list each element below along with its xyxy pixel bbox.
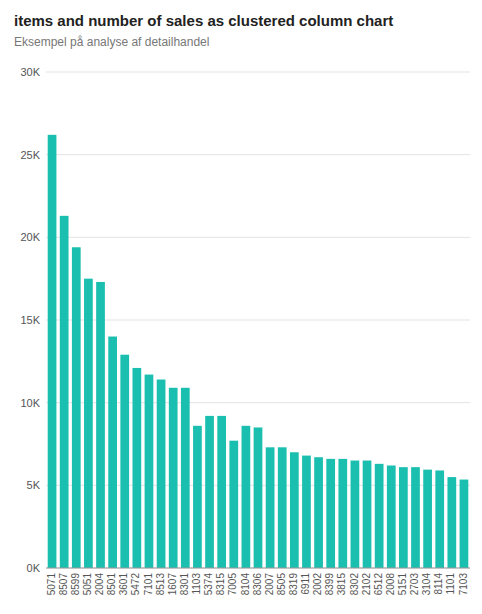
bar	[338, 459, 347, 568]
bar	[435, 470, 444, 568]
x-tick-label: 2008	[385, 573, 396, 596]
bar	[326, 459, 335, 568]
chart-title: items and number of sales as clustered c…	[14, 12, 393, 29]
bar	[205, 416, 214, 568]
grid-line	[46, 72, 470, 73]
x-tick-label: 5151	[397, 573, 408, 596]
grid-line	[46, 237, 470, 238]
bar	[169, 388, 178, 568]
x-tick-label: 1607	[167, 573, 178, 596]
x-tick-label: 6512	[373, 573, 384, 596]
bar	[290, 452, 299, 568]
grid-line	[46, 568, 470, 569]
x-tick-label: 1103	[191, 573, 202, 595]
y-tick-label: 30K	[20, 66, 40, 78]
bar	[72, 247, 81, 568]
x-axis-line	[46, 568, 470, 569]
bar	[302, 456, 311, 568]
x-tick-label: 3104	[421, 573, 432, 596]
x-tick-label: 8306	[252, 573, 263, 596]
bar	[266, 447, 275, 568]
y-tick-label: 5K	[27, 479, 41, 491]
bar	[447, 477, 456, 568]
bar	[48, 135, 57, 568]
x-tick-label: 8319	[288, 573, 299, 596]
bar	[120, 355, 129, 568]
bar	[351, 461, 360, 568]
chart-container: items and number of sales as clustered c…	[0, 0, 482, 614]
bars	[48, 135, 469, 568]
bar	[399, 467, 408, 568]
bar	[278, 447, 287, 568]
bar	[96, 282, 105, 568]
x-tick-label: 3601	[118, 573, 129, 596]
y-tick-label: 0K	[27, 562, 41, 574]
x-tick-label: 8507	[58, 573, 69, 596]
x-tick-label: 2004	[94, 573, 105, 596]
x-tick-label: 8513	[155, 573, 166, 596]
x-tick-label: 2007	[264, 573, 275, 596]
x-tick-label: 8599	[70, 573, 81, 596]
x-tick-label: 2102	[361, 573, 372, 596]
y-tick-label: 25K	[20, 149, 40, 161]
bar	[242, 426, 251, 568]
grid-line	[46, 154, 470, 155]
bar	[411, 467, 420, 568]
bar	[84, 279, 93, 568]
chart-subtitle: Eksempel på analyse af detailhandel	[14, 35, 209, 49]
grid-line	[46, 320, 470, 321]
bar	[314, 457, 323, 568]
y-tick-label: 10K	[20, 397, 40, 409]
bar	[229, 441, 238, 568]
x-tick-label: 7101	[143, 573, 154, 596]
x-tick-label: 5071	[46, 573, 57, 596]
y-tick-label: 15K	[20, 314, 40, 326]
x-tick-label: 8505	[276, 573, 287, 596]
bar	[108, 337, 117, 568]
bar	[132, 368, 141, 568]
x-tick-label: 8302	[349, 573, 360, 596]
x-tick-label: 5374	[203, 573, 214, 596]
x-tick-label: 8114	[433, 573, 444, 595]
x-tick-label: 7103	[458, 573, 469, 596]
bar	[363, 461, 372, 568]
bar	[60, 216, 69, 568]
bar	[460, 480, 469, 568]
bar	[145, 375, 154, 568]
chart-svg: items and number of sales as clustered c…	[0, 0, 482, 614]
x-tick-label: 2703	[409, 573, 420, 596]
x-tick-label: 3815	[336, 573, 347, 596]
bar	[423, 470, 432, 568]
bar	[375, 464, 384, 568]
x-tick-label: 8399	[324, 573, 335, 596]
y-grid	[46, 72, 470, 568]
x-tick-label: 6911	[300, 573, 311, 595]
x-tick-label: 8315	[215, 573, 226, 596]
x-tick-label: 2002	[312, 573, 323, 596]
bar	[387, 465, 396, 568]
x-tick-label: 5472	[130, 573, 141, 596]
bar	[254, 427, 263, 568]
x-tick-label: 8301	[179, 573, 190, 596]
bar	[217, 416, 226, 568]
bar	[181, 388, 190, 568]
x-tick-label: 8501	[106, 573, 117, 596]
x-tick-label: 8104	[240, 573, 251, 596]
bar	[193, 426, 202, 568]
x-tick-label: 1101	[445, 573, 456, 595]
y-tick-label: 20K	[20, 231, 40, 243]
x-tick-label: 7005	[227, 573, 238, 596]
bar	[157, 380, 166, 568]
x-tick-label: 5051	[82, 573, 93, 596]
